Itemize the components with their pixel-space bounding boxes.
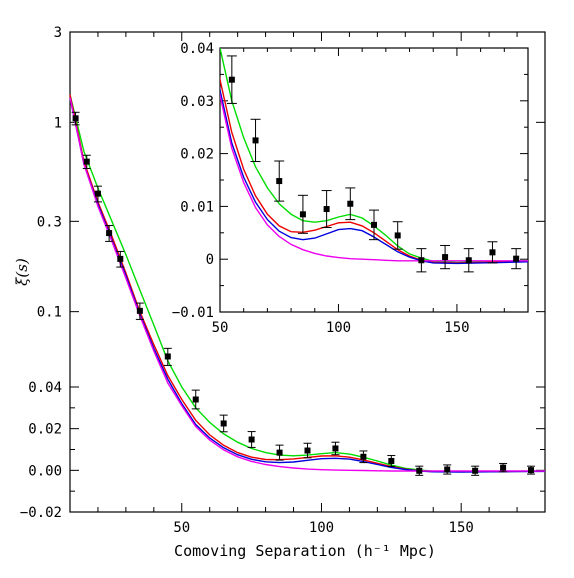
main-y-tick-label: 0.3	[37, 214, 62, 230]
inset-data-point	[228, 76, 235, 83]
inset-data-point	[513, 255, 520, 262]
inset-data-point	[299, 211, 306, 218]
inset-plot-area	[220, 48, 528, 273]
main-data-point	[248, 436, 255, 443]
inset-data-point	[489, 249, 496, 256]
main-data-point	[528, 467, 535, 474]
main-y-tick-label: 3	[54, 25, 62, 41]
inset-data-point	[252, 137, 259, 144]
main-data-point	[192, 396, 199, 403]
inset-y-tick-label: 0.02	[180, 147, 214, 163]
main-y-tick-label: 0.04	[28, 380, 62, 396]
inset-x-tick-label: 50	[212, 320, 229, 336]
main-x-tick-label: 50	[173, 520, 190, 536]
inset-data-point	[323, 206, 330, 213]
inset-data-point	[371, 221, 377, 228]
inset-x-tick-label: 100	[326, 320, 351, 336]
main-data-point	[472, 467, 479, 474]
inset-data-point	[442, 254, 449, 261]
main-y-tick-label: 0.02	[28, 422, 62, 438]
inset-y-tick-label: −0.01	[172, 305, 214, 321]
inset-y-tick-label: 0	[206, 252, 214, 268]
main-data-point	[117, 255, 124, 262]
main-plot-frame	[69, 31, 546, 513]
inset-x-tick-label: 150	[444, 320, 469, 336]
inset-series-line-2	[220, 86, 528, 265]
inset-plot-frame	[219, 47, 529, 313]
x-axis-title: Comoving Separation (h⁻¹ Mpc)	[174, 542, 436, 560]
inset-data-point	[347, 200, 354, 207]
main-data-point	[276, 449, 283, 456]
main-data-point	[332, 445, 339, 452]
main-data-point	[444, 466, 451, 473]
main-data-point	[136, 307, 143, 314]
inset-data-point	[394, 232, 401, 239]
main-y-tick-label: −0.02	[20, 505, 62, 521]
main-data-point	[304, 447, 311, 454]
main-data-point	[94, 190, 101, 197]
main-data-point	[360, 453, 367, 460]
main-x-tick-label: 150	[449, 520, 474, 536]
main-y-tick-label: 0.1	[37, 305, 62, 321]
y-axis-title: ξ(s)	[13, 258, 31, 286]
inset-y-tick-label: 0.04	[180, 41, 214, 57]
main-data-point	[83, 158, 90, 165]
inset-data-point	[465, 257, 472, 264]
main-data-point	[106, 230, 113, 237]
main-data-point	[416, 467, 423, 474]
inset-y-tick-label: 0.01	[180, 199, 214, 215]
main-x-tick-label: 100	[309, 520, 334, 536]
main-data-point	[388, 457, 395, 464]
inset-data-point	[418, 257, 425, 264]
inset-y-tick-label: 0.03	[180, 94, 214, 110]
main-panel: −0.02 0.00 0.02 0.04 0.1 0.3 1 3 50 100 150	[20, 25, 546, 536]
inset-data-point	[276, 178, 283, 185]
main-data-point	[164, 353, 171, 360]
main-y-tick-label: 1	[54, 115, 62, 131]
inset-series-line-3	[220, 91, 528, 262]
main-data-point	[72, 115, 79, 122]
main-y-tick-label: 0.00	[28, 463, 62, 479]
main-data-point	[500, 464, 507, 471]
main-data-point	[220, 420, 227, 427]
